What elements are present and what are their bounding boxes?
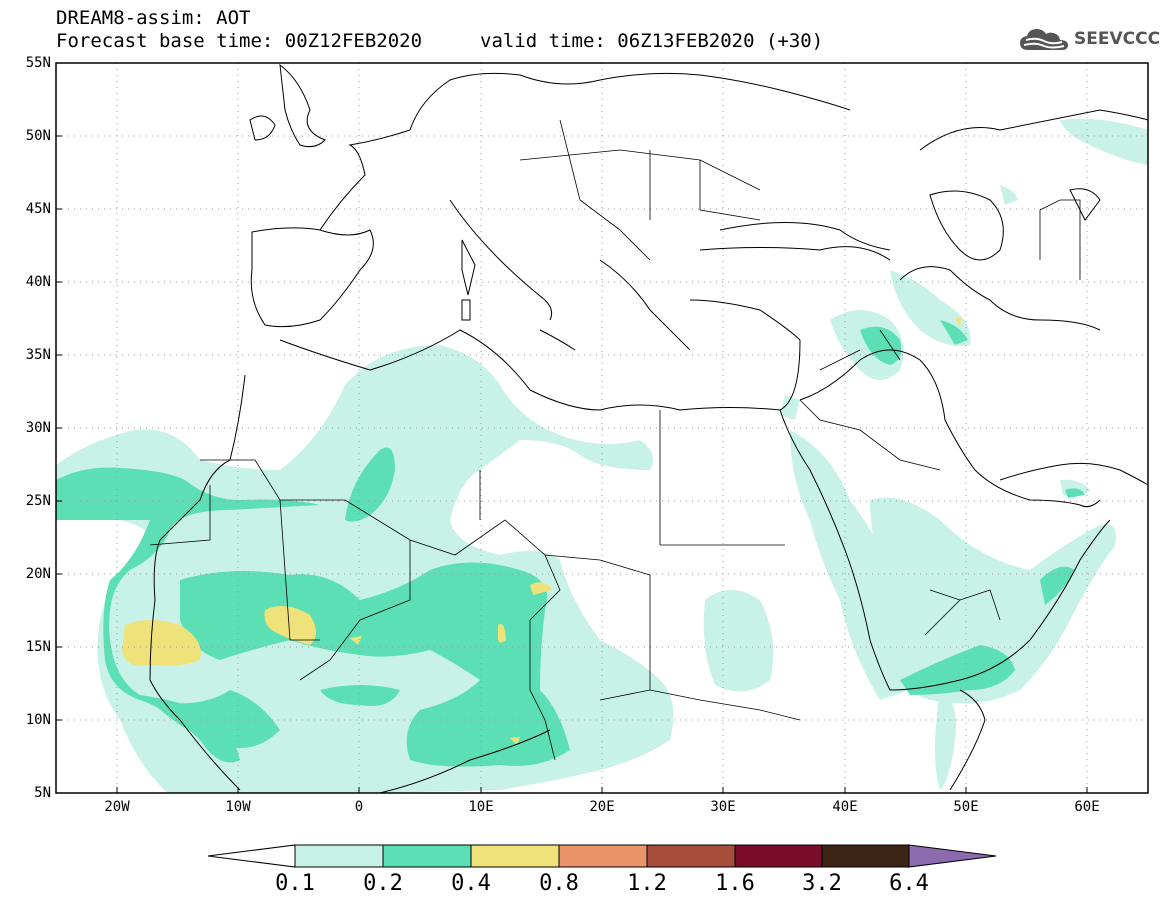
colorbar-label: 1.2 [627, 871, 667, 896]
lat-label: 15N [25, 639, 51, 655]
colorbar-label: 0.2 [363, 871, 403, 896]
colorbar-swatch [382, 844, 472, 868]
lat-label: 45N [25, 201, 51, 217]
colorbar-swatch [734, 844, 823, 868]
lon-label: 20E [589, 799, 615, 815]
colorbar-label: 0.8 [539, 871, 579, 896]
lat-label: 25N [25, 493, 51, 509]
model-title: DREAM8-assim: AOT [56, 7, 251, 29]
colorbar-label: 6.4 [889, 871, 929, 896]
coastlines [149, 63, 1148, 793]
lon-label: 20W [104, 799, 130, 815]
colorbar-swatch [821, 844, 910, 868]
valid-time: valid time: 06Z13FEB2020 (+30) [480, 30, 824, 52]
colorbar-low-arrow [207, 844, 296, 868]
axis-ticks [56, 62, 1088, 794]
colorbar-label: 1.6 [715, 871, 755, 896]
lat-label: 40N [25, 274, 51, 290]
lat-label: 55N [25, 55, 51, 71]
colorbar [207, 844, 997, 868]
colorbar-label: 0.1 [275, 871, 315, 896]
lon-label: 50E [953, 799, 979, 815]
logo-text: SEEVCCC [1074, 29, 1161, 49]
lat-label: 30N [25, 420, 51, 436]
logo: SEEVCCC [1018, 26, 1160, 52]
lon-label: 0 [354, 799, 364, 815]
base-time: Forecast base time: 00Z12FEB2020 [56, 30, 423, 52]
cloud-icon [1020, 29, 1068, 50]
lon-label: 10W [225, 799, 251, 815]
lon-label: 60E [1074, 799, 1100, 815]
colorbar-high-arrow [908, 844, 997, 868]
borders [149, 119, 1081, 761]
colorbar-label: 0.4 [451, 871, 491, 896]
colorbar-swatch [646, 844, 736, 868]
colorbar-swatch [470, 844, 560, 868]
graticule [56, 63, 1148, 793]
lon-label: 30E [710, 799, 736, 815]
colorbar-label: 3.2 [802, 871, 842, 896]
lon-label: 40E [832, 799, 858, 815]
colorbar-swatch [294, 844, 384, 868]
colorbar-swatch [558, 844, 648, 868]
aot-fields [56, 118, 1148, 793]
lat-label: 10N [25, 712, 51, 728]
lat-label: 35N [25, 347, 51, 363]
lat-label: 5N [34, 785, 51, 801]
lat-label: 20N [25, 566, 51, 582]
lon-label: 10E [468, 799, 494, 815]
aot-band-0.4 [122, 318, 962, 745]
lat-label: 50N [25, 128, 51, 144]
